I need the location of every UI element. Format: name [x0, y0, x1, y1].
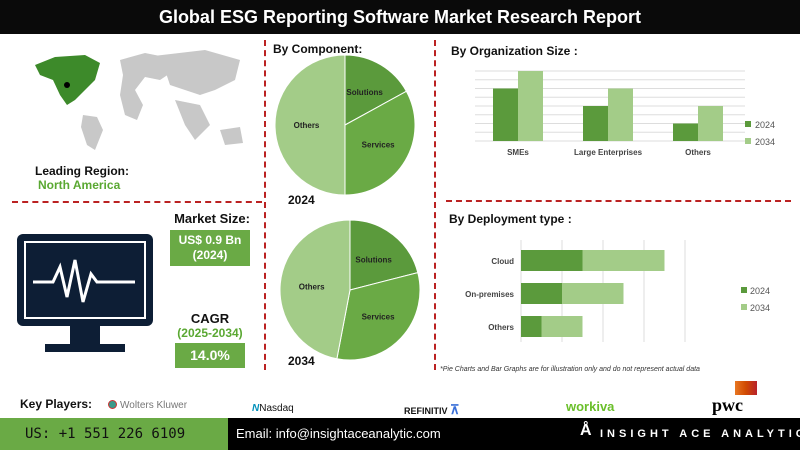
- cagr-value: 14.0%: [175, 343, 245, 368]
- deployment-heading: By Deployment type :: [449, 212, 572, 226]
- market-size-year: (2024): [192, 248, 228, 262]
- wolters-kluwer-icon: [108, 400, 117, 409]
- legend-swatch: [741, 287, 747, 293]
- phone: US: +1 551 226 6109: [0, 418, 228, 450]
- bar-2024: [521, 283, 562, 304]
- pie-label: Services: [362, 312, 395, 321]
- cagr-label: CAGR: [190, 311, 230, 326]
- logo-text: Nasdaq: [259, 403, 294, 414]
- market-size-label: Market Size:: [174, 211, 250, 226]
- divider: [264, 40, 266, 370]
- leading-region-value: North America: [38, 178, 121, 192]
- disclaimer: *Pie Charts and Bar Graphs are for illus…: [440, 366, 700, 373]
- category-label: Others: [685, 148, 711, 157]
- monitor-heartbeat-icon: [17, 234, 153, 352]
- divider: [446, 200, 791, 202]
- category-label: On-premises: [465, 290, 514, 299]
- pie-slice-others: [274, 54, 346, 196]
- refinitiv-icon: ⊼: [450, 402, 460, 417]
- market-size-value: US$ 0.9 Bn: [178, 233, 242, 247]
- legend-swatch: [741, 304, 747, 310]
- deployment-bar-chart: Cloud On-premises Others 2024 2034: [465, 240, 770, 342]
- bar-2034: [698, 106, 723, 141]
- pie-label: Solutions: [346, 88, 383, 97]
- logo-wolters-kluwer: Wolters Kluwer: [108, 400, 187, 411]
- pie-label: Solutions: [355, 256, 392, 265]
- bar-2034: [582, 250, 665, 271]
- pie-slice-others: [279, 219, 351, 360]
- pie-slice-solutions: [344, 54, 408, 126]
- brand-name: INSIGHT ACE ANALYTIC: [600, 428, 800, 440]
- divider: [12, 201, 262, 203]
- legend-label: 2034: [750, 303, 770, 313]
- legend-swatch: [745, 121, 751, 127]
- org-size-bar-chart: SMEs Large Enterprises Others 2024 2034: [475, 70, 775, 157]
- pie-label: Others: [294, 121, 320, 130]
- category-label: Cloud: [491, 257, 514, 266]
- market-size-box: US$ 0.9 Bn (2024): [170, 230, 250, 266]
- footer: US: +1 551 226 6109 Email: info@insighta…: [0, 418, 800, 450]
- category-label: Large Enterprises: [574, 148, 643, 157]
- pie-year-2024: 2024: [288, 193, 315, 207]
- bar-2034: [608, 88, 633, 141]
- divider: [434, 40, 436, 370]
- pie-label: Others: [299, 282, 325, 291]
- org-size-heading: By Organization Size :: [451, 44, 578, 58]
- logo-text: REFINITIV: [404, 406, 448, 416]
- component-pie-charts: Solutions Services Others Solutions Services…: [274, 54, 421, 361]
- leading-region-label: Leading Region:: [35, 164, 129, 178]
- bar-2034: [541, 316, 583, 337]
- pwc-icon: [735, 381, 757, 395]
- pie-slice-solutions: [349, 219, 419, 291]
- legend-swatch: [745, 138, 751, 144]
- brand-logo-icon: Å: [580, 422, 592, 439]
- logo-nasdaq: NNasdaq: [252, 403, 294, 414]
- pie-year-2034: 2034: [288, 354, 315, 368]
- bar-2034: [518, 71, 543, 141]
- email: Email: info@insightaceanalytic.com: [236, 426, 441, 441]
- bar-2024: [493, 88, 518, 141]
- pie-slice-services: [344, 90, 416, 196]
- logo-text: Wolters Kluwer: [120, 400, 188, 411]
- component-heading: By Component:: [273, 42, 363, 56]
- legend-label: 2024: [755, 120, 775, 130]
- logo-workiva: workiva: [566, 399, 615, 414]
- bar-2024: [521, 316, 542, 337]
- pie-slice-services: [336, 271, 421, 361]
- pie-label: Services: [362, 141, 395, 150]
- cagr-period: (2025-2034): [177, 326, 243, 340]
- legend-label: 2034: [755, 137, 775, 147]
- category-label: Others: [488, 323, 514, 332]
- key-players-label: Key Players:: [20, 397, 93, 411]
- bar-2034: [562, 283, 624, 304]
- world-map-icon: [35, 50, 243, 150]
- bar-2024: [673, 123, 698, 141]
- logo-refinitiv: REFINITIV ⊼: [404, 402, 460, 418]
- legend-label: 2024: [750, 286, 770, 296]
- logo-pwc: pwc: [712, 395, 743, 415]
- page-title: Global ESG Reporting Software Market Res…: [0, 0, 800, 34]
- nasdaq-icon: N: [252, 403, 260, 414]
- bar-2024: [583, 106, 608, 141]
- category-label: SMEs: [507, 148, 529, 157]
- bar-2024: [521, 250, 583, 271]
